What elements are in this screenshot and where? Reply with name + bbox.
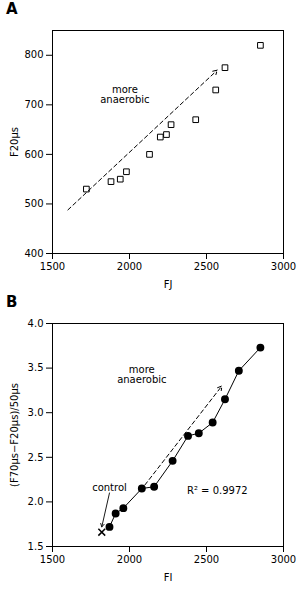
svg-text:F20μs: F20μs [9,127,20,157]
svg-text:500: 500 [24,198,43,209]
svg-text:FI: FI [164,572,173,583]
svg-text:FJ: FJ [164,279,173,290]
svg-text:2.0: 2.0 [28,496,44,507]
svg-text:1.5: 1.5 [28,541,44,552]
svg-text:(F70μs−F20μs)/50μs: (F70μs−F20μs)/50μs [9,383,20,487]
svg-text:2000: 2000 [117,261,142,272]
svg-text:R² = 0.9972: R² = 0.9972 [187,485,248,496]
svg-text:3000: 3000 [271,261,296,272]
svg-text:3.5: 3.5 [28,362,44,373]
html-text:B: B [6,293,18,311]
svg-text:3000: 3000 [271,554,296,565]
svg-text:2500: 2500 [194,554,219,565]
svg-text:1500: 1500 [40,554,65,565]
svg-text:800: 800 [24,49,43,60]
svg-text:1500: 1500 [40,261,65,272]
svg-text:2.5: 2.5 [28,452,44,463]
svg-text:2500: 2500 [194,261,219,272]
svg-text:2000: 2000 [117,554,142,565]
svg-text:700: 700 [24,99,43,110]
svg-text:400: 400 [24,248,43,259]
html-text:A: A [6,0,18,18]
svg-text:3.0: 3.0 [28,407,44,418]
svg-text:moreanaerobic: moreanaerobic [117,364,166,385]
svg-text:4.0: 4.0 [28,318,44,329]
svg-text:600: 600 [24,149,43,160]
svg-text:control: control [92,482,127,493]
svg-text:moreanaerobic: moreanaerobic [100,84,149,105]
